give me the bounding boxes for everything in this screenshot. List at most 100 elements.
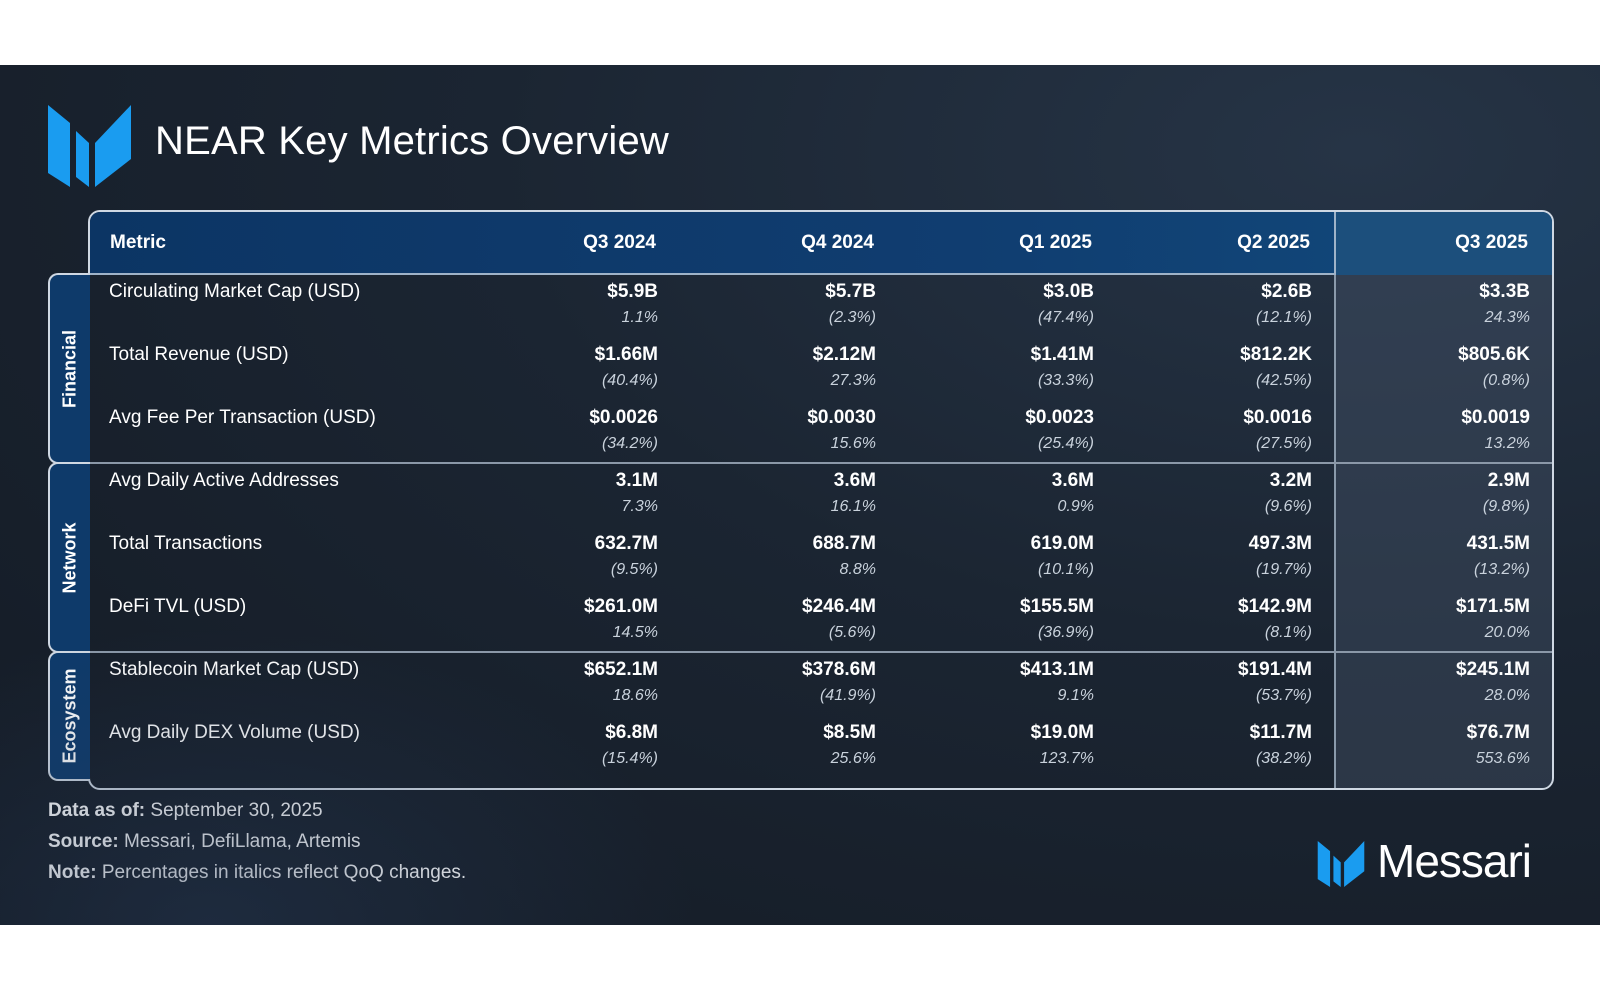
qoq-change: (13.2%): [1473, 561, 1530, 578]
qoq-change: (2.3%): [828, 309, 876, 326]
qoq-change: 9.1%: [1057, 687, 1094, 704]
metric-value: $1.66M: [594, 344, 658, 365]
metric-value: $805.6K: [1458, 344, 1530, 365]
qoq-change: 16.1%: [830, 498, 876, 515]
qoq-change: 0.9%: [1057, 498, 1094, 515]
metric-value: 3.6M: [1051, 470, 1094, 491]
metric-name: Avg Daily Active Addresses: [109, 470, 339, 491]
metric-name: Avg Daily DEX Volume (USD): [109, 722, 360, 743]
metric-value: $2.6B: [1261, 281, 1312, 302]
metric-value: $378.6M: [802, 659, 876, 680]
metric-value: 431.5M: [1466, 533, 1530, 554]
qoq-change: (9.5%): [610, 561, 658, 578]
qoq-change: 28.0%: [1484, 687, 1530, 704]
qoq-change: 15.6%: [830, 435, 876, 452]
metric-value: $261.0M: [584, 596, 658, 617]
qoq-change: (19.7%): [1255, 561, 1312, 578]
group-label: Ecosystem: [59, 668, 80, 764]
qoq-change: (38.2%): [1255, 750, 1312, 767]
metric-value: 619.0M: [1030, 533, 1094, 554]
qoq-change: 25.6%: [830, 750, 876, 767]
group-label: Network: [59, 521, 80, 594]
metrics-card: NEAR Key Metrics Overview Metric Q3 2024 Q…: [0, 65, 1600, 925]
qoq-change: (9.8%): [1482, 498, 1530, 515]
qoq-change: (42.5%): [1255, 372, 1312, 389]
footer-data-as-of: Data as of: September 30, 2025: [48, 800, 323, 822]
metric-value: 3.2M: [1269, 470, 1312, 491]
metric-value: $3.3B: [1479, 281, 1530, 302]
metric-value: $142.9M: [1238, 596, 1312, 617]
qoq-change: 14.5%: [612, 624, 658, 641]
qoq-change: 18.6%: [612, 687, 658, 704]
qoq-change: (40.4%): [601, 372, 658, 389]
metric-value: 688.7M: [812, 533, 876, 554]
qoq-change: (33.3%): [1037, 372, 1094, 389]
footer-note: Note: Percentages in italics reflect QoQ…: [48, 862, 466, 884]
qoq-change: (53.7%): [1255, 687, 1312, 704]
column-header: Q3 2024: [583, 232, 656, 253]
metric-name: Stablecoin Market Cap (USD): [109, 659, 360, 680]
metric-value: $5.7B: [825, 281, 876, 302]
qoq-change: (8.1%): [1264, 624, 1312, 641]
metric-value: $812.2K: [1240, 344, 1312, 365]
metric-value: 3.6M: [833, 470, 876, 491]
source-label: Source:: [48, 831, 119, 852]
metric-name: DeFi TVL (USD): [109, 596, 247, 617]
metric-value: $191.4M: [1238, 659, 1312, 680]
qoq-change: (34.2%): [601, 435, 658, 452]
metric-value: $3.0B: [1043, 281, 1094, 302]
messari-m-logo-icon: [48, 105, 131, 187]
column-header: Q1 2025: [1019, 232, 1092, 253]
note-label: Note:: [48, 862, 97, 883]
table-header: [90, 212, 1552, 275]
qoq-change: (41.9%): [819, 687, 876, 704]
metric-value: $11.7M: [1249, 722, 1312, 743]
metric-value: $0.0026: [589, 407, 658, 428]
metric-value: $0.0030: [807, 407, 876, 428]
metric-name: Avg Fee Per Transaction (USD): [109, 407, 376, 428]
qoq-change: (36.9%): [1037, 624, 1094, 641]
group-sidebar-network: Network: [48, 462, 90, 653]
metric-value: $413.1M: [1020, 659, 1094, 680]
highlight-column: [1334, 275, 1552, 788]
metric-value: 497.3M: [1248, 533, 1312, 554]
qoq-change: 1.1%: [621, 309, 658, 326]
qoq-change: 553.6%: [1475, 750, 1530, 767]
data-as-of-label: Data as of:: [48, 800, 146, 821]
qoq-change: (15.4%): [601, 750, 658, 767]
metric-value: $246.4M: [802, 596, 876, 617]
table-header-highlight: [1334, 212, 1552, 275]
column-header: Q2 2025: [1237, 232, 1310, 253]
column-header: Q4 2024: [801, 232, 874, 253]
metric-value: $155.5M: [1020, 596, 1094, 617]
metric-value: $1.41M: [1030, 344, 1094, 365]
group-divider: [90, 462, 1552, 464]
footer-source: Source: Messari, DefiLlama, Artemis: [48, 831, 361, 853]
metric-value: $171.5M: [1456, 596, 1530, 617]
qoq-change: 13.2%: [1484, 435, 1530, 452]
qoq-change: 24.3%: [1484, 309, 1530, 326]
metric-value: $8.5M: [823, 722, 876, 743]
brand-name: Messari: [1377, 835, 1532, 887]
metric-value: $5.9B: [607, 281, 658, 302]
qoq-change: (27.5%): [1255, 435, 1312, 452]
column-header: Q3 2025: [1455, 232, 1528, 253]
metric-value: $2.12M: [812, 344, 876, 365]
column-header-metric: Metric: [110, 232, 166, 253]
qoq-change: (9.6%): [1264, 498, 1312, 515]
metric-value: $6.8M: [605, 722, 658, 743]
qoq-change: 27.3%: [830, 372, 876, 389]
qoq-change: 123.7%: [1039, 750, 1094, 767]
metric-value: $76.7M: [1466, 722, 1530, 743]
source-value: Messari, DefiLlama, Artemis: [118, 831, 361, 852]
metric-value: $652.1M: [584, 659, 658, 680]
qoq-change: (25.4%): [1037, 435, 1094, 452]
metric-name: Circulating Market Cap (USD): [109, 281, 361, 302]
group-label: Financial: [59, 329, 80, 408]
qoq-change: (12.1%): [1255, 309, 1312, 326]
group-divider: [90, 651, 1552, 653]
metric-value: $0.0023: [1025, 407, 1094, 428]
qoq-change: (47.4%): [1037, 309, 1094, 326]
metric-value: $245.1M: [1456, 659, 1530, 680]
qoq-change: 7.3%: [621, 498, 658, 515]
